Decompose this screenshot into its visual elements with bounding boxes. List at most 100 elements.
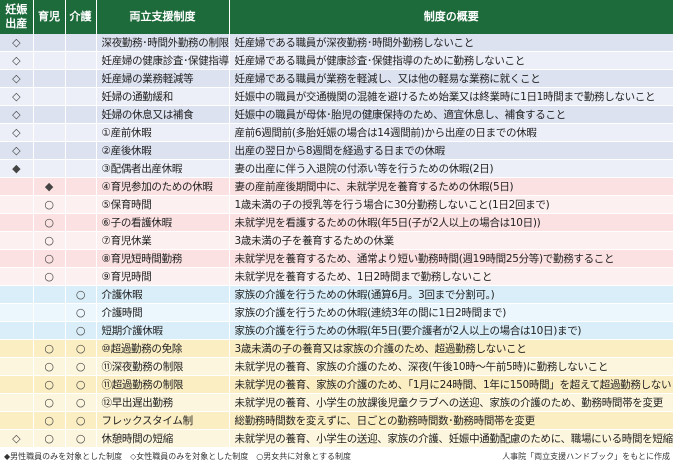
target-mark [33,123,66,142]
target-mark: ○ [65,285,97,304]
target-mark: ○ [33,393,66,412]
target-mark: ◇ [0,141,34,160]
target-mark: ◇ [0,429,34,448]
system-name: ⑪超過勤務の制限 [96,375,230,394]
system-description: 産前6週間前(多胎妊娠の場合は14週間前)から出産の日までの休暇 [229,123,674,142]
system-description: 妊産婦である職員が業務を軽減し、又は他の軽易な業務に就くこと [229,69,674,88]
system-name: 深夜勤務･時間外勤務の制限 [96,34,230,52]
system-name: 妊婦の休息又は補食 [96,105,230,124]
column-header: 両立支援制度 [96,0,230,34]
target-mark [0,285,34,304]
table-row: ○ ⑤保育時間 1歳未満の子の授乳等を行う場合に30分勤務しないこと(1日2回まで) [0,195,674,214]
system-name: 妊産婦の健康診査･保健指導 [96,51,230,70]
system-description: 3歳未満の子の養育又は家族の介護のため、超過勤務しないこと [229,339,674,358]
system-name: ⑫早出遅出勤務 [96,393,230,412]
table-row: ◇ 妊産婦の業務軽減等 妊産婦である職員が業務を軽減し、又は他の軽易な業務に就くこと [0,69,674,88]
target-mark: ○ [33,267,66,286]
target-mark [65,267,97,286]
target-mark [65,51,97,70]
table-row: ○ ○ ⑪深夜勤務の制限 未就学児の養育、家族の介護のため、深夜(午後10時～午前5時… [0,357,674,376]
target-mark: ○ [65,411,97,430]
target-mark: ○ [33,429,66,448]
column-header: 制度の概要 [229,0,674,34]
target-mark [0,303,34,322]
target-mark: ◇ [0,87,34,106]
table-row: ○ 短期介護休暇 家族の介護を行うための休暇(年5日(要介護者が2人以上の場合は10… [0,321,674,340]
table-row: ◇ ②産後休暇 出産の翌日から8週間を経過する日までの休暇 [0,141,674,160]
system-name: ④育児参加のための休暇 [96,177,230,196]
system-description: 未就学児を養育するため、通常より短い勤務時間(週19時間25分等)で勤務すること [229,249,674,268]
table-row: ◇ ①産前休暇 産前6週間前(多胎妊娠の場合は14週間前)から出産の日までの休暇 [0,123,674,142]
system-name: ②産後休暇 [96,141,230,160]
system-name: ⑤保育時間 [96,195,230,214]
target-mark: ○ [65,357,97,376]
target-mark [0,357,34,376]
table-row: ◇ 妊婦の通勤緩和 妊娠中の職員が交通機関の混雑を避けるため始業又は終業時に1日1時… [0,87,674,106]
system-description: 出産の翌日から8週間を経過する日までの休暇 [229,141,674,160]
system-description: 未就学児の養育、家族の介護のため、深夜(午後10時～午前5時)に勤務しないこと [229,357,674,376]
system-description: 妊産婦である職員が深夜勤務･時間外勤務しないこと [229,34,674,52]
table-row: ◇ ○ ○ 休憩時間の短縮 未就学児の養育、小学生の送迎、家族の介護、妊娠中通勤配慮のた… [0,429,674,448]
target-mark [33,34,66,52]
target-mark [65,159,97,178]
table-row: ◇ 妊婦の休息又は補食 妊娠中の職員が母体･胎児の健康保持のため、適宜休息し、補食す… [0,105,674,124]
target-mark [33,159,66,178]
system-name: 妊産婦の業務軽減等 [96,69,230,88]
target-mark [33,51,66,70]
system-description: 妊娠中の職員が母体･胎児の健康保持のため、適宜休息し、補食すること [229,105,674,124]
system-name: 介護休暇 [96,285,230,304]
system-description: 妻の出産に伴う入退院の付添い等を行うための休暇(2日) [229,159,674,178]
target-mark [65,123,97,142]
table-row: ◇ 妊産婦の健康診査･保健指導 妊産婦である職員が健康診査･保健指導のために勤務しな… [0,51,674,70]
table-row: ○ ○ ⑩超過勤務の免除 3歳未満の子の養育又は家族の介護のため、超過勤務しないこと [0,339,674,358]
table-row: ◆ ③配偶者出産休暇 妻の出産に伴う入退院の付添い等を行うための休暇(2日) [0,159,674,178]
system-name: フレックスタイム制 [96,411,230,430]
table-row: ○ ⑨育児時間 未就学児を養育するため、1日2時間まで勤務しないこと [0,267,674,286]
source-note: 人事院「両立支援ハンドブック」をもとに作成 [502,452,670,461]
system-name: ⑥子の看護休暇 [96,213,230,232]
target-mark [0,213,34,232]
target-mark: ○ [33,195,66,214]
system-description: 家族の介護を行うための休暇(連続3年の間に1日2時間まで) [229,303,674,322]
target-mark: ○ [33,249,66,268]
target-mark [65,195,97,214]
table-row: ◆ ④育児参加のための休暇 妻の産前産後期間中に、未就学児を養育するための休暇(5日… [0,177,674,196]
table-row: ○ 介護時間 家族の介護を行うための休暇(連続3年の間に1日2時間まで) [0,303,674,322]
target-mark [65,177,97,196]
target-mark: ○ [65,339,97,358]
target-mark [65,213,97,232]
target-mark: ○ [65,429,97,448]
target-mark: ◇ [0,123,34,142]
table-row: ○ ⑧育児短時間勤務 未就学児を養育するため、通常より短い勤務時間(週19時間25分… [0,249,674,268]
target-mark [65,141,97,160]
table-row: ○ ○ フレックスタイム制 総勤務時間数を変えずに、日ごとの勤務時間数･勤務時間帯を変… [0,411,674,430]
target-mark [0,195,34,214]
target-mark [0,267,34,286]
target-mark: ◆ [0,159,34,178]
target-mark: ○ [33,375,66,394]
column-header: 介護 [65,0,97,34]
target-mark [65,87,97,106]
target-mark: ○ [33,231,66,250]
table-row: ◇ 深夜勤務･時間外勤務の制限 妊産婦である職員が深夜勤務･時間外勤務しないこと [0,34,674,52]
target-mark [65,231,97,250]
system-name: ⑪深夜勤務の制限 [96,357,230,376]
system-description: 妊産婦である職員が健康診査･保健指導のために勤務しないこと [229,51,674,70]
target-mark: ○ [65,321,97,340]
table-row: ○ ⑥子の看護休暇 未就学児を看護するための休暇(年5日(子が2人以上の場合は10日… [0,213,674,232]
target-mark [0,231,34,250]
system-name: ⑩超過勤務の免除 [96,339,230,358]
system-description: 妊娠中の職員が交通機関の混雑を避けるため始業又は終業時に1日1時間まで勤務しない… [229,87,674,106]
system-description: 家族の介護を行うための休暇(年5日(要介護者が2人以上の場合は10日)まで) [229,321,674,340]
target-mark: ◇ [0,34,34,52]
target-mark: ◇ [0,51,34,70]
table-row: ○ ⑦育児休業 3歳未満の子を養育するための休業 [0,231,674,250]
footer: ◆男性職員のみを対象とした制度 ◇女性職員のみを対象とした制度 ○男女共に対象と… [0,448,674,462]
target-mark [33,303,66,322]
target-mark [0,411,34,430]
column-header: 妊娠 出産 [0,0,34,34]
system-description: 未就学児の養育、小学生の送迎、家族の介護、妊娠中通勤配慮のために、職場にいる時間… [229,429,674,448]
system-name: 介護時間 [96,303,230,322]
system-description: 未就学児の養育、小学生の放課後児童クラブへの送迎、家族の介護のため、勤務時間帯を… [229,393,674,412]
system-description: 家族の介護を行うための休暇(通算6月。3回まで分割可。) [229,285,674,304]
